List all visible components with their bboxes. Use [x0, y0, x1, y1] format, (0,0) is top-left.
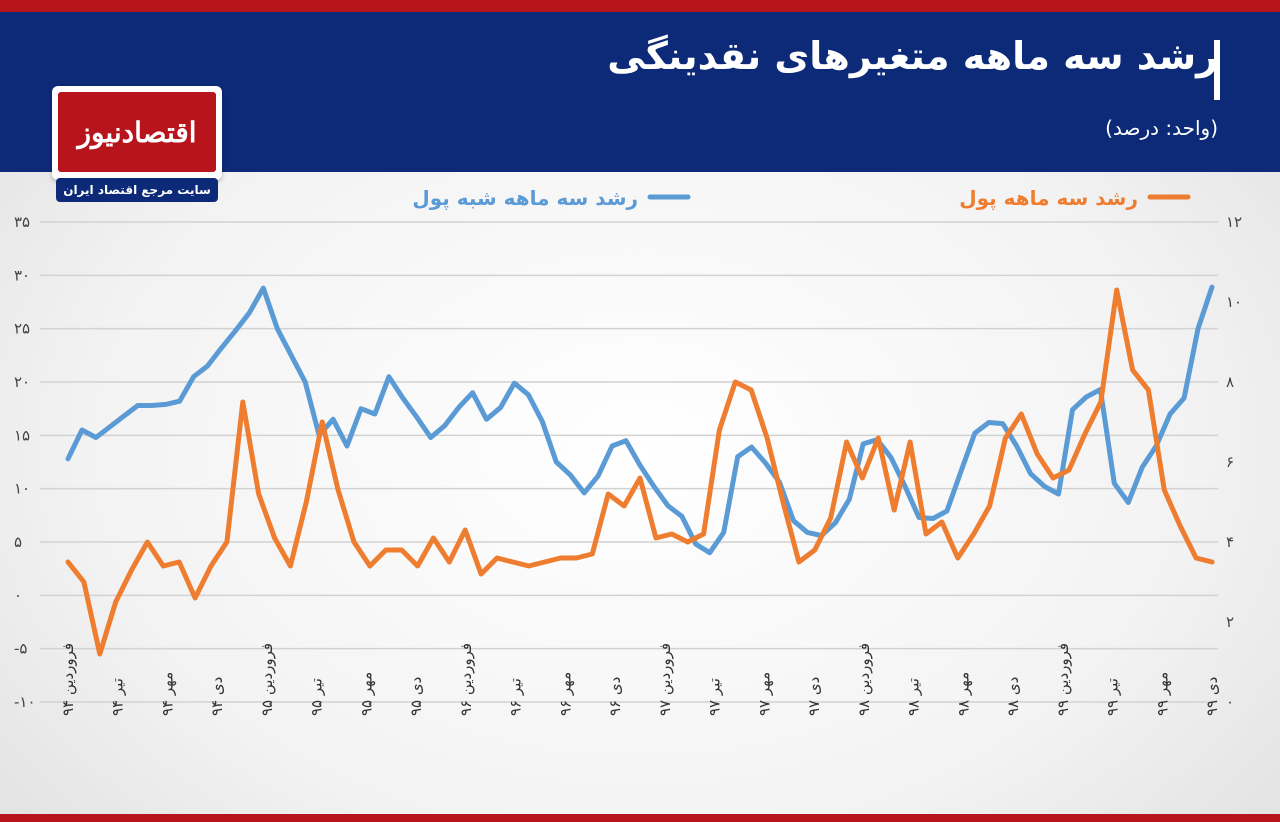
left-tick-label: ۱۵ [14, 426, 30, 444]
logo-badge: اقتصادنیوز [58, 92, 216, 172]
legend-label-money: رشد سه ماهه پول [959, 186, 1138, 211]
x-tick-label: تیر ۹۵ [308, 678, 326, 716]
x-tick-label: دی ۹۹ [1203, 677, 1221, 716]
x-tick-label: مهر ۹۴ [159, 672, 177, 716]
left-tick-label: -۱۰ [14, 693, 36, 711]
left-tick-label: ۳۵ [14, 213, 30, 231]
series-lines [65, 284, 1215, 657]
unit-label: (واحد: درصد) [1105, 116, 1218, 140]
x-tick-label: فروردین ۹۷ [656, 643, 674, 716]
grid-lines [40, 221, 1218, 703]
x-tick-label: فروردین ۹۵ [258, 643, 276, 716]
x-tick-label: مهر ۹۸ [954, 672, 972, 716]
top-stripe [0, 0, 1280, 12]
right-tick-label: ۰ [1226, 693, 1234, 711]
right-tick-label: ۱۰ [1226, 293, 1242, 311]
x-tick-label: تیر ۹۶ [507, 678, 525, 716]
x-tick-label: فروردین ۹۹ [1054, 643, 1072, 716]
logo-tagline: سایت مرجع اقتصاد ایران [56, 178, 218, 202]
right-tick-label: ۶ [1226, 453, 1234, 471]
x-tick-label: مهر ۹۹ [1153, 672, 1171, 716]
x-tick-label: تیر ۹۷ [706, 678, 724, 716]
right-tick-label: ۸ [1226, 373, 1234, 391]
x-tick-label: فروردین ۹۴ [59, 643, 77, 716]
series-line-money [65, 287, 1215, 657]
left-axis-ticks: -۱۰ -۵ ۰ ۵ ۱۰ ۱۵ ۲۰ ۲۵ ۳۰ ۳۵ [14, 213, 36, 711]
x-tick-label: دی ۹۵ [407, 677, 425, 716]
logo: اقتصادنیوز [52, 86, 222, 180]
legend-label-quasi-money: رشد سه ماهه شبه پول [412, 186, 638, 211]
x-tick-label: تیر ۹۸ [905, 678, 923, 716]
x-tick-label: دی ۹۸ [1004, 677, 1022, 716]
page-title: رشد سه ماهه متغیرهای نقدینگی [607, 34, 1218, 78]
right-tick-label: ۴ [1226, 533, 1234, 551]
x-tick-label: مهر ۹۶ [556, 672, 574, 716]
bottom-stripe [0, 814, 1280, 822]
right-tick-label: ۱۲ [1226, 213, 1242, 231]
x-tick-label: فروردین ۹۶ [457, 643, 475, 716]
x-tick-label: فروردین ۹۸ [855, 643, 873, 716]
left-tick-label: -۵ [14, 640, 27, 658]
x-tick-label: دی ۹۶ [606, 677, 624, 716]
title-accent-bar [1214, 40, 1220, 100]
x-tick-label: تیر ۹۹ [1104, 678, 1122, 716]
series-line-quasi-money [65, 284, 1215, 556]
left-tick-label: ۵ [14, 533, 22, 551]
x-tick-label: دی ۹۴ [208, 677, 226, 716]
x-tick-label: تیر ۹۴ [109, 678, 127, 716]
x-tick-label: مهر ۹۵ [357, 672, 375, 716]
x-tick-label: دی ۹۷ [805, 677, 823, 716]
x-tick-label: مهر ۹۷ [755, 672, 773, 716]
left-tick-label: ۰ [14, 586, 22, 604]
left-tick-label: ۲۵ [14, 320, 30, 338]
left-tick-label: ۳۰ [14, 266, 30, 284]
right-tick-label: ۲ [1226, 613, 1234, 631]
left-tick-label: ۲۰ [14, 373, 30, 391]
right-axis-ticks: ۰ ۲ ۴ ۶ ۸ ۱۰ ۱۲ [1226, 213, 1242, 711]
legend: رشد سه ماهه پول رشد سه ماهه شبه پول [412, 186, 1191, 211]
logo-name: اقتصادنیوز [77, 115, 197, 149]
x-axis-ticks: فروردین ۹۴ تیر ۹۴ مهر ۹۴ دی ۹۴ فروردین ۹۵ تیر… [59, 643, 1221, 716]
left-tick-label: ۱۰ [14, 480, 30, 498]
